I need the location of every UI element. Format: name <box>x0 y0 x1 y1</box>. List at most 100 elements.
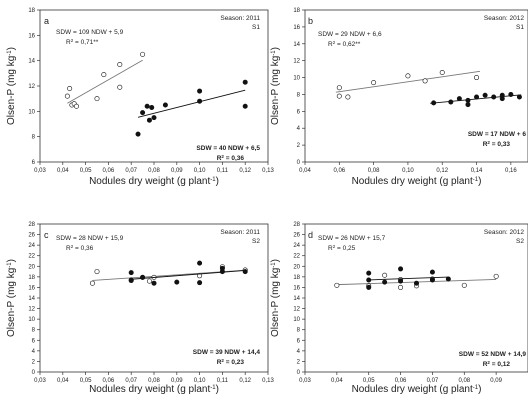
data-point <box>140 51 146 57</box>
x-tick-label: 0,05 <box>363 378 375 384</box>
r-squared-sup: 2 <box>333 40 336 45</box>
x-tick-label: 0,07 <box>125 168 137 174</box>
data-point <box>140 110 146 116</box>
y-tick-label: 22 <box>28 254 35 260</box>
r-squared-value: = 0,25 <box>335 245 355 252</box>
data-point <box>508 91 514 97</box>
x-axis-label-tail: ) <box>216 176 219 187</box>
data-point <box>456 96 462 102</box>
y-tick-label: 10 <box>28 109 35 115</box>
y-axis-label-sup: -1 <box>271 262 277 268</box>
data-point <box>336 93 342 99</box>
data-point <box>474 75 480 81</box>
y-tick-label: 10 <box>293 76 300 82</box>
fit-line <box>335 70 481 93</box>
fit-line <box>131 269 246 280</box>
y-tick-label: 16 <box>293 25 300 31</box>
data-point <box>162 102 168 108</box>
panel-letter: d <box>308 230 313 240</box>
site-label: S1 <box>516 24 524 31</box>
data-point <box>382 272 388 278</box>
x-axis-label: Nodules dry weight (g plant-1) <box>352 384 482 395</box>
y-tick-label: 14 <box>28 59 35 65</box>
y-axis-label-sup: -1 <box>271 50 277 56</box>
x-axis-label-sup: -1 <box>473 385 479 391</box>
data-point <box>94 96 100 102</box>
fit-line <box>368 276 449 281</box>
x-tick-label: 0,07 <box>125 378 137 384</box>
x-axis-label-tail: ) <box>216 384 219 395</box>
x-tick-label: 0,12 <box>239 378 251 384</box>
x-tick-label: 0,03 <box>34 168 46 174</box>
y-tick-label: 10 <box>293 317 300 323</box>
x-tick-label: 0,06 <box>103 168 115 174</box>
x-axis-label-sup: -1 <box>473 177 479 183</box>
data-point <box>431 100 437 106</box>
fit-line <box>67 59 143 104</box>
y-tick-label: 8 <box>32 328 36 334</box>
r-squared: R2 = 0,33 <box>483 140 511 148</box>
r-squared-sup: 2 <box>71 38 74 43</box>
data-point <box>371 80 377 86</box>
fit-equation: SDW = 29 NDW + 6,6 <box>318 31 382 38</box>
x-tick-label: 0,08 <box>148 378 160 384</box>
y-tick-label: 24 <box>293 243 300 249</box>
data-point <box>197 280 203 286</box>
r-squared: R2 = 0,62** <box>328 40 361 48</box>
data-point <box>334 282 340 288</box>
data-point <box>493 273 499 279</box>
x-tick-label: 0,05 <box>80 168 92 174</box>
y-tick-label: 22 <box>293 254 300 260</box>
x-tick-label: 0,16 <box>505 168 517 174</box>
y-tick-label: 0 <box>297 160 301 166</box>
y-tick-label: 4 <box>32 349 36 355</box>
x-tick-label: 0,14 <box>471 168 483 174</box>
y-tick-label: 4 <box>297 349 301 355</box>
y-tick-label: 2 <box>297 359 301 365</box>
data-point <box>89 280 95 286</box>
x-tick-label: 0,09 <box>171 168 183 174</box>
data-point <box>117 61 123 67</box>
r-squared: R2 = 0,71** <box>66 38 99 46</box>
x-axis-label: Nodules dry weight (g plant-1) <box>89 176 219 187</box>
y-tick-label: 8 <box>297 92 301 98</box>
data-point <box>465 102 471 108</box>
data-point <box>398 284 404 290</box>
r-squared-value: = 0,36 <box>224 155 244 162</box>
y-tick-label: 26 <box>293 233 300 239</box>
y-axis-label-tail: ) <box>6 259 17 262</box>
data-point <box>151 115 157 121</box>
y-tick-label: 18 <box>28 8 35 14</box>
r-squared-value: = 0,12 <box>490 361 510 368</box>
y-tick-label: 14 <box>293 296 300 302</box>
panel-letter: b <box>308 16 313 26</box>
data-point <box>242 103 248 109</box>
data-point <box>398 278 404 284</box>
x-tick-label: 0,06 <box>395 378 407 384</box>
x-tick-label: 0,12 <box>436 168 448 174</box>
y-tick-label: 0 <box>32 370 36 376</box>
x-tick-label: 0,09 <box>171 378 183 384</box>
data-point <box>413 280 419 286</box>
fit-equation: SDW = 39 NDW + 14,4 <box>193 349 261 356</box>
data-point <box>405 73 411 79</box>
data-point <box>345 94 351 100</box>
x-tick-label: 0,04 <box>57 378 69 384</box>
series-filled <box>128 260 248 286</box>
y-tick-label: 26 <box>28 233 35 239</box>
y-tick-label: 18 <box>28 275 35 281</box>
y-axis-label: Olsen-P (mg kg-1) <box>6 259 17 337</box>
y-axis-label-tail: ) <box>6 47 17 50</box>
series-open <box>64 51 146 109</box>
r-squared-sup: 2 <box>71 244 74 249</box>
data-point <box>445 276 451 282</box>
data-point <box>242 79 248 85</box>
x-tick-label: 0,11 <box>217 168 229 174</box>
y-axis-label-sup: -1 <box>7 262 13 268</box>
data-point <box>366 277 372 283</box>
x-tick-label: 0,08 <box>368 168 380 174</box>
data-point <box>94 269 100 275</box>
data-point <box>140 274 146 280</box>
fit-equation: SDW = 40 NDW + 6,5 <box>196 145 260 152</box>
